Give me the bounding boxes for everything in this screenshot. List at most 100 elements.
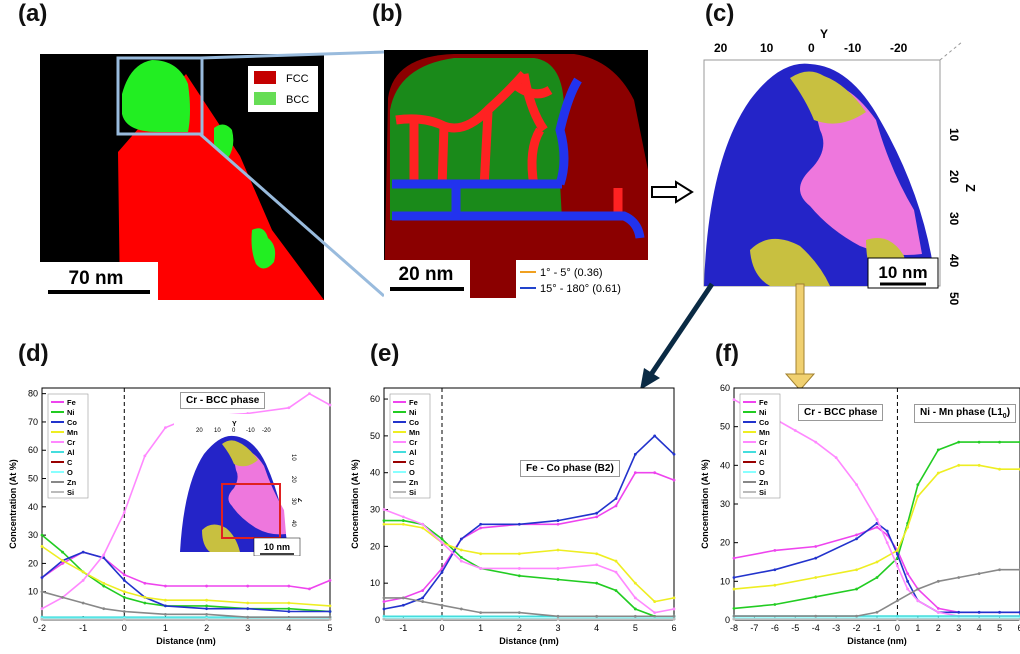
data-point-mn xyxy=(906,525,910,529)
data-point-co xyxy=(401,603,405,607)
x-axis-label: Distance (nm) xyxy=(156,636,216,646)
data-point-si xyxy=(732,617,736,621)
data-point-mn xyxy=(143,595,147,599)
data-point-si xyxy=(205,618,208,621)
data-point-ni xyxy=(957,440,961,444)
data-point-mn xyxy=(773,583,777,587)
legend-label-cr: Cr xyxy=(67,438,75,447)
data-point-co xyxy=(896,552,899,556)
x-tick-label: 3 xyxy=(956,623,961,633)
data-point-zn xyxy=(164,612,167,616)
data-point-co xyxy=(205,607,208,611)
inset-axis-title-y: Y xyxy=(232,421,237,428)
data-point-fe xyxy=(556,522,560,526)
legend-swatch-fcc xyxy=(254,71,276,84)
y-axis-label: Concentration (At %) xyxy=(700,459,710,549)
inset-tick-y: 0 xyxy=(232,428,236,434)
data-point-fe xyxy=(936,607,940,610)
data-point-fe xyxy=(308,587,311,591)
data-point-mn xyxy=(102,581,106,585)
data-point-ni xyxy=(122,595,126,599)
data-point-ni xyxy=(102,584,106,588)
inset-reconstruction-ni-mn xyxy=(222,440,258,467)
data-point-co xyxy=(382,607,386,611)
data-point-fe xyxy=(595,515,599,519)
inset-scalebar-label: 10 nm xyxy=(264,542,290,552)
data-point-cr xyxy=(875,518,879,521)
annotation-text: Ni - Mn phase (L1 xyxy=(920,407,1003,418)
x-tick-label: -1 xyxy=(873,623,881,633)
y-tick-label: 30 xyxy=(370,505,380,515)
data-point-fe xyxy=(614,504,618,508)
legend-label-zn: Zn xyxy=(67,478,77,487)
data-point-zn xyxy=(205,612,208,616)
data-point-cr xyxy=(517,567,521,570)
data-point-zn xyxy=(633,614,637,618)
grain-boundary-high xyxy=(555,77,582,186)
data-point-fe xyxy=(382,600,386,603)
data-point-co xyxy=(855,537,858,541)
y-tick-label: 20 xyxy=(720,538,730,548)
data-point-fe xyxy=(61,562,64,565)
data-point-mn xyxy=(401,522,405,526)
chart-d-inset: Y 20 10 0 -10 -20 10 20 30 40 50 Z 10 nm xyxy=(174,414,302,556)
legend-label-fe: Fe xyxy=(409,398,418,407)
legend-label-si: Si xyxy=(409,488,416,497)
bcc-region xyxy=(122,60,190,132)
data-point-cr xyxy=(143,454,147,458)
data-point-mn xyxy=(328,604,332,608)
data-point-co xyxy=(479,522,483,526)
inset-tick-y: 10 xyxy=(214,428,221,434)
axis-tick-y: 10 xyxy=(760,41,774,55)
data-point-fe xyxy=(732,556,736,560)
data-point-cr xyxy=(936,610,940,614)
legend-label-low: 1° - 5° (0.36) xyxy=(540,267,603,279)
data-point-co xyxy=(906,579,910,583)
chart-e-annotation: Fe - Co phase (B2) xyxy=(520,460,620,477)
data-point-ni xyxy=(40,533,44,537)
inset-tick-z: 10 xyxy=(290,454,296,461)
data-point-zn xyxy=(61,595,64,599)
x-tick-label: 3 xyxy=(245,623,250,633)
axis-tick-y: -20 xyxy=(890,41,908,55)
y-tick-label: 10 xyxy=(28,587,38,597)
data-point-fe xyxy=(672,478,676,482)
legend-label-ni: Ni xyxy=(759,408,767,417)
data-point-cr xyxy=(896,564,899,568)
data-point-cr xyxy=(459,559,463,563)
data-point-zn xyxy=(122,610,126,613)
y-axis-label: Concentration (At %) xyxy=(8,459,18,549)
data-point-fe xyxy=(122,573,126,577)
legend-box xyxy=(516,260,648,298)
legend-label-fe: Fe xyxy=(759,398,768,407)
data-point-cr xyxy=(421,522,425,526)
x-tick-label: -1 xyxy=(79,623,87,633)
inset-tick-y: -10 xyxy=(246,428,255,434)
inset-axis-title-z: Z xyxy=(296,498,302,503)
data-point-co xyxy=(732,576,736,579)
data-point-mn xyxy=(517,552,521,556)
data-point-zn xyxy=(421,600,425,603)
panel-d-letter: (d) xyxy=(18,340,49,367)
inset-tick-y: -20 xyxy=(262,428,271,434)
x-tick-label: -8 xyxy=(730,623,738,633)
x-tick-label: 1 xyxy=(915,623,920,633)
data-point-co xyxy=(998,610,1001,614)
data-point-fe xyxy=(653,471,657,475)
legend-label-mn: Mn xyxy=(409,428,420,437)
data-point-ni xyxy=(440,537,444,541)
inset-tick-z: 40 xyxy=(290,520,296,527)
data-point-fe xyxy=(814,545,818,548)
inset-tick-z: 20 xyxy=(290,476,296,483)
data-point-ni xyxy=(814,595,818,599)
data-point-cr xyxy=(40,607,44,611)
reconstruction-ni-mn xyxy=(790,71,866,124)
data-point-fe xyxy=(633,471,637,475)
data-point-fe xyxy=(205,584,208,588)
x-tick-label: 4 xyxy=(594,623,599,633)
data-point-ni xyxy=(143,601,147,605)
x-tick-label: 5 xyxy=(997,623,1002,633)
data-point-zn xyxy=(401,596,405,600)
data-point-co xyxy=(814,556,818,560)
data-point-zn xyxy=(246,615,250,619)
